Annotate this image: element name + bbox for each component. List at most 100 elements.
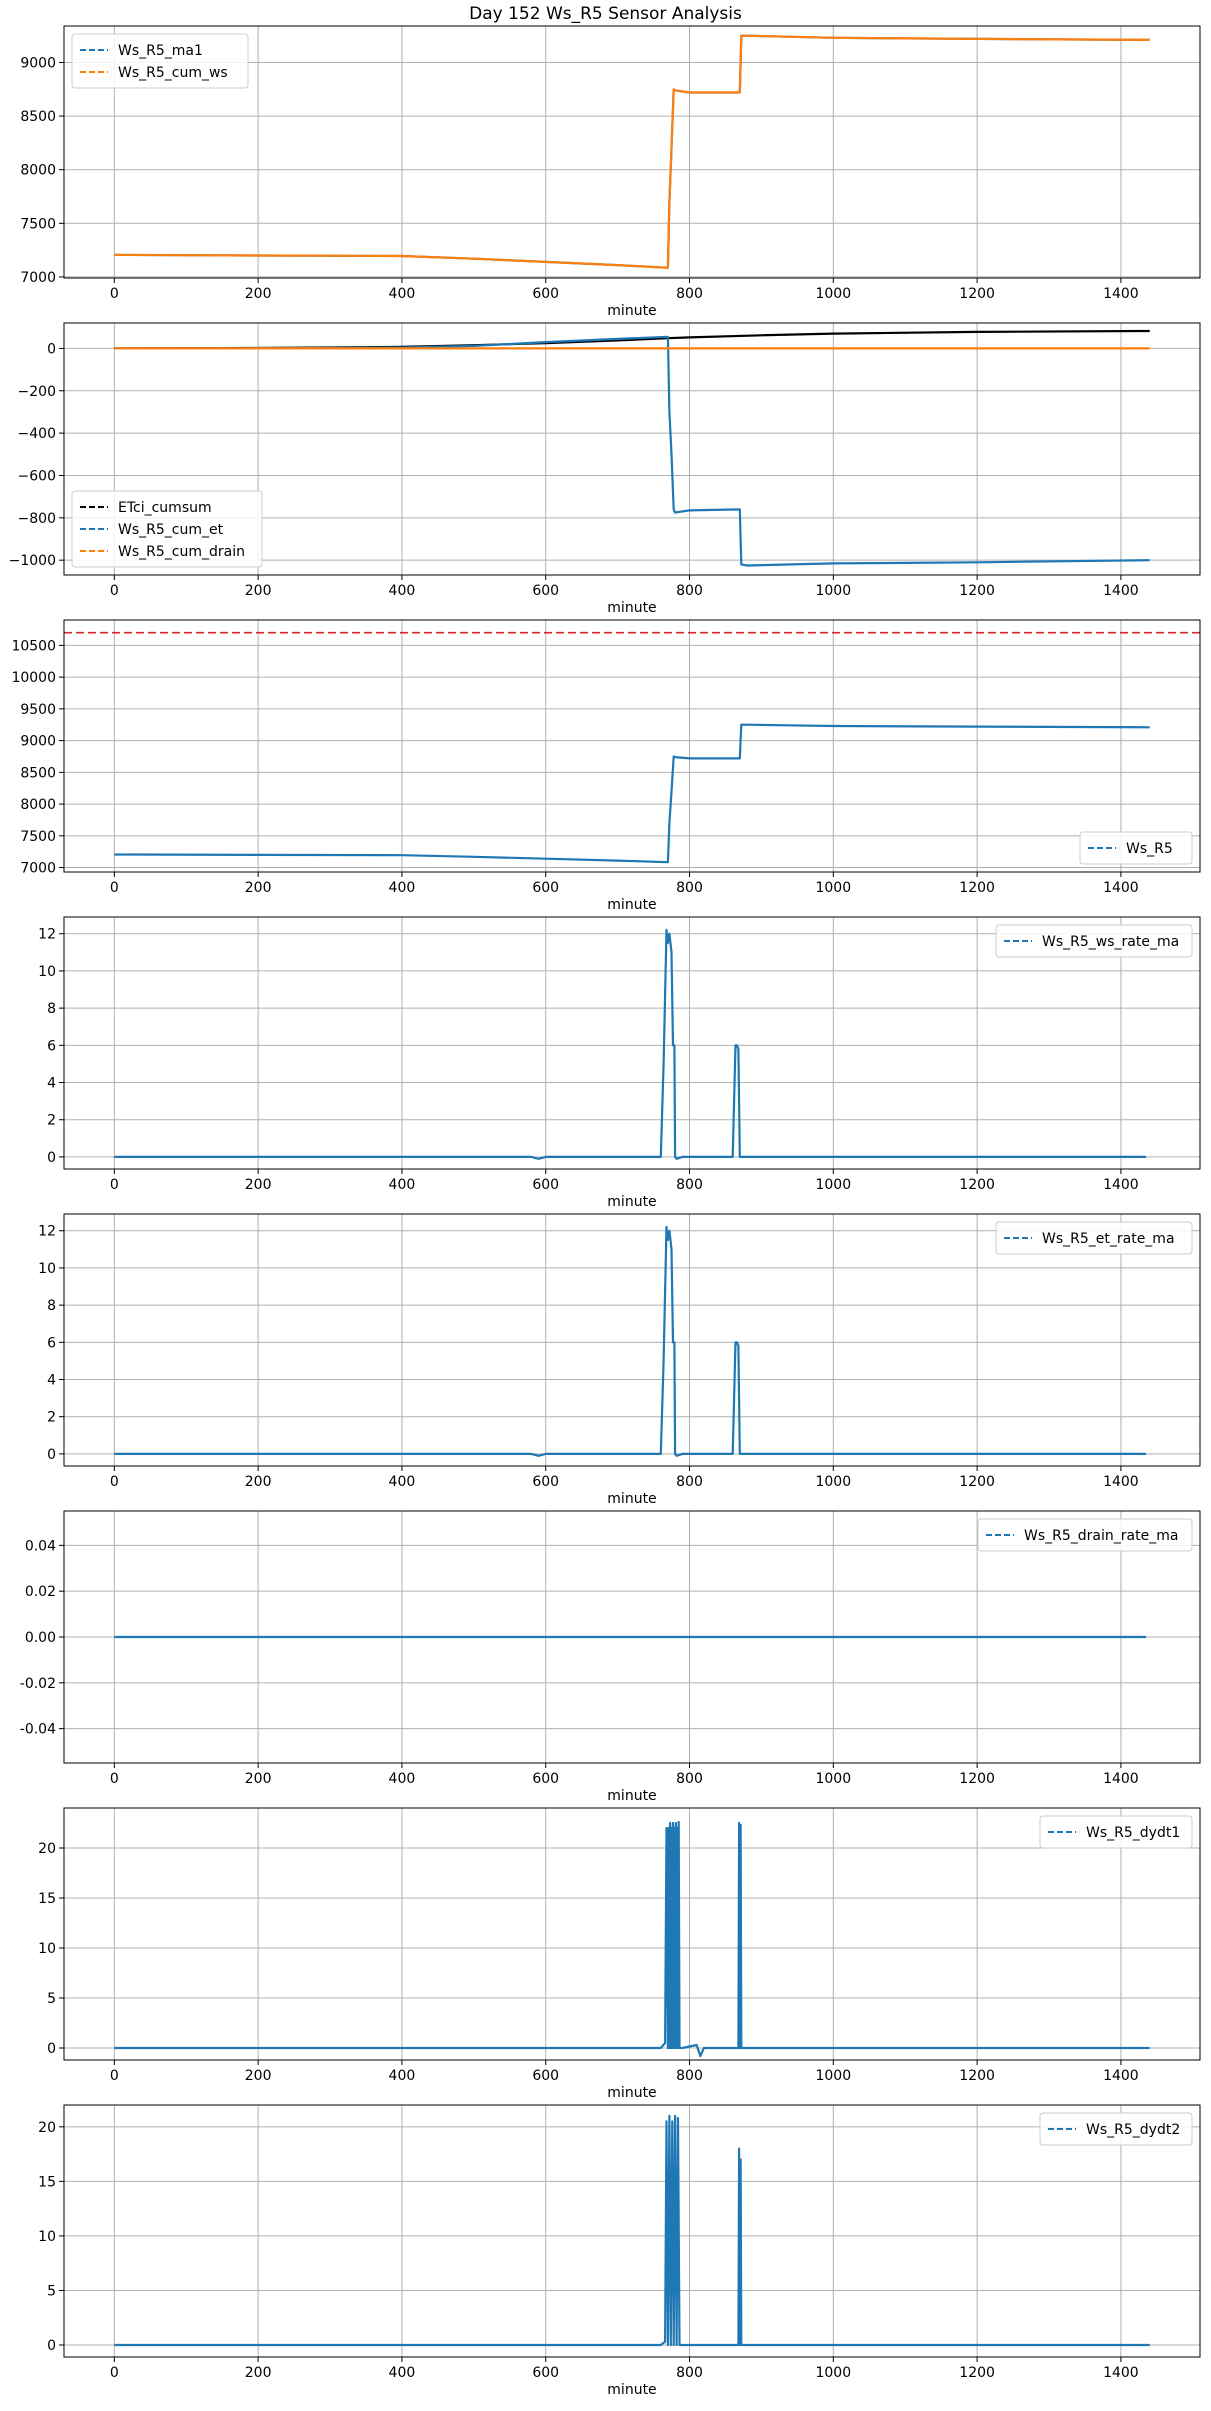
legend: Ws_R5_et_rate_ma <box>995 1221 1193 1255</box>
legend-entry-label: Ws_R5_ma1 <box>118 43 203 59</box>
legend: ETci_cumsum Ws_R5_cum_et Ws_R5_cum_drain <box>71 490 263 568</box>
y-tick-label: −400 <box>18 426 56 442</box>
y-tick-label: 8000 <box>20 797 56 813</box>
x-axis-label: minute <box>607 1491 656 1507</box>
x-tick-label: 1000 <box>815 286 851 302</box>
x-tick-label: 1400 <box>1103 286 1139 302</box>
y-tick-label: 0.02 <box>25 1584 56 1600</box>
x-tick-label: 1200 <box>959 880 995 896</box>
x-tick-label: 1000 <box>815 583 851 599</box>
x-tick-label: 600 <box>532 286 559 302</box>
plot-frame <box>63 1510 1201 1764</box>
y-tick-label: 10000 <box>11 670 56 686</box>
x-tick-label: 600 <box>532 583 559 599</box>
subplot-2: 0 200 400 600 800 1000 1200 1400 0 −200 −400 −600 −8… <box>9 322 1201 616</box>
x-tick-label: 1000 <box>815 1771 851 1787</box>
y-tick-label: 6 <box>47 1038 56 1054</box>
x-tick-label: 1000 <box>815 2365 851 2381</box>
plot-frame <box>63 322 1201 576</box>
legend-entry-label: Ws_R5_dydt1 <box>1086 1825 1180 1841</box>
x-tick-label: 1200 <box>959 2365 995 2381</box>
x-tick-label: 800 <box>676 286 703 302</box>
y-tick-label: 0 <box>47 2041 56 2057</box>
y-tick-label: 12 <box>38 927 56 943</box>
x-tick-label: 600 <box>532 2365 559 2381</box>
subplot-6: 0 200 400 600 800 1000 1200 1400 -0.04 -0.02 0.00 0… <box>20 1510 1201 1804</box>
subplot-3: 0 200 400 600 800 1000 1200 1400 7000 7500 8000 850… <box>11 619 1201 913</box>
y-tick-label: -0.02 <box>20 1676 56 1692</box>
legend: Ws_R5_dydt1 <box>1039 1815 1193 1849</box>
data-layer <box>114 1225 1147 1457</box>
x-tick-label: 1200 <box>959 1474 995 1490</box>
x-axis-label: minute <box>607 1788 656 1804</box>
legend: Ws_R5_ma1 Ws_R5_cum_ws <box>71 33 249 89</box>
x-tick-label: 1000 <box>815 2068 851 2084</box>
x-tick-label: 400 <box>389 1474 416 1490</box>
x-tick-label: 0 <box>110 1177 119 1193</box>
plot-frame <box>63 916 1201 1170</box>
y-tick-label: 7000 <box>20 861 56 877</box>
x-tick-label: 0 <box>110 1771 119 1787</box>
series-line-Ws_R5_et_rate_ma <box>114 1225 1147 1457</box>
legend-box <box>995 1221 1193 1255</box>
legend-entry-label: Ws_R5_drain_rate_ma <box>1024 1528 1178 1544</box>
y-tick-label: 10 <box>38 964 56 980</box>
series-line-Ws_R5_ma1 <box>114 34 1150 269</box>
y-tick-label: 7500 <box>20 216 56 232</box>
y-tick-label: 20 <box>38 2120 56 2136</box>
x-tick-label: 400 <box>389 2068 416 2084</box>
plot-frame <box>63 2104 1201 2358</box>
y-tick-label: 10500 <box>11 638 56 654</box>
x-tick-label: 1200 <box>959 1771 995 1787</box>
series-line-Ws_R5_cum_et <box>114 335 1150 567</box>
x-tick-label: 1200 <box>959 1177 995 1193</box>
legend-box <box>71 490 263 568</box>
subplot-1: 0 200 400 600 800 1000 1200 1400 7000 7500 8000 850… <box>20 25 1201 319</box>
x-tick-label: 400 <box>389 583 416 599</box>
y-tick-label: 5 <box>47 1991 56 2007</box>
x-tick-label: 600 <box>532 1177 559 1193</box>
legend: Ws_R5_dydt2 <box>1039 2112 1193 2146</box>
series-line-Ws_R5_dydt2 <box>114 2114 1150 2347</box>
legend-entry-label: Ws_R5_cum_et <box>118 522 224 538</box>
y-tick-label: 15 <box>38 1891 56 1907</box>
x-tick-label: 600 <box>532 2068 559 2084</box>
y-tick-label: 9500 <box>20 702 56 718</box>
y-tick-label: 10 <box>38 1261 56 1277</box>
x-tick-label: 1400 <box>1103 2068 1139 2084</box>
x-tick-label: 0 <box>110 880 119 896</box>
x-tick-label: 0 <box>110 1474 119 1490</box>
y-tick-label: 7500 <box>20 829 56 845</box>
series-line-Ws_R5_dydt1 <box>114 1820 1150 2058</box>
x-tick-label: 800 <box>676 1177 703 1193</box>
x-axis-label: minute <box>607 2085 656 2101</box>
y-tick-label: 0.04 <box>25 1538 56 1554</box>
legend-box <box>1079 831 1193 865</box>
subplot-5: 0 200 400 600 800 1000 1200 1400 0 2 4 6 8 10 12 minute… <box>38 1213 1201 1507</box>
x-tick-label: 800 <box>676 2068 703 2084</box>
y-tick-label: 15 <box>38 2174 56 2190</box>
y-tick-label: 8500 <box>20 109 56 125</box>
legend: Ws_R5_ws_rate_ma <box>995 924 1193 958</box>
legend-entry-label: Ws_R5 <box>1126 841 1173 857</box>
x-tick-label: 0 <box>110 286 119 302</box>
x-tick-label: 600 <box>532 880 559 896</box>
legend-box <box>977 1518 1193 1552</box>
y-tick-label: 8 <box>47 1298 56 1314</box>
x-tick-label: 400 <box>389 2365 416 2381</box>
x-tick-label: 800 <box>676 583 703 599</box>
y-tick-label: 9000 <box>20 55 56 71</box>
y-tick-label: 4 <box>47 1076 56 1092</box>
y-tick-label: 20 <box>38 1841 56 1857</box>
y-tick-label: −1000 <box>9 553 56 569</box>
x-tick-label: 400 <box>389 286 416 302</box>
x-tick-label: 1400 <box>1103 583 1139 599</box>
y-tick-label: 9000 <box>20 734 56 750</box>
data-layer <box>114 928 1147 1160</box>
legend-entry-label: ETci_cumsum <box>118 500 212 516</box>
subplot-7: 0 200 400 600 800 1000 1200 1400 0 5 10 15 20 minute W… <box>38 1807 1201 2101</box>
y-tick-label: 7000 <box>20 270 56 286</box>
figure-title: Day 152 Ws_R5 Sensor Analysis <box>469 4 742 24</box>
x-tick-label: 1200 <box>959 2068 995 2084</box>
